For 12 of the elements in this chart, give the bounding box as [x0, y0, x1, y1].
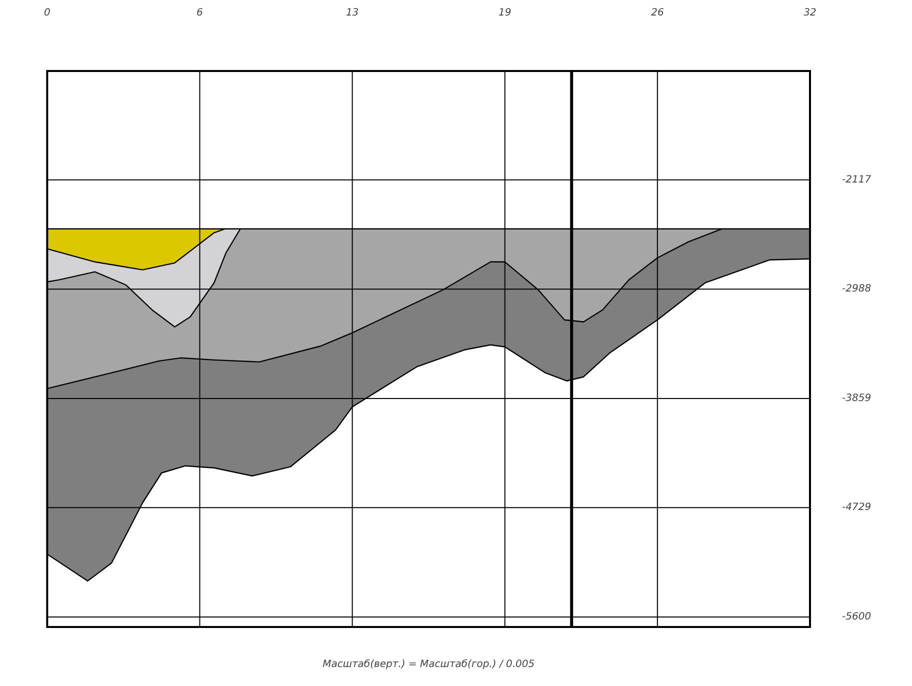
x-tick-label: 26 — [651, 8, 664, 19]
x-tick-label: 13 — [346, 8, 359, 19]
x-tick-label: 0 — [44, 8, 50, 19]
y-tick-label: -4729 — [842, 502, 872, 514]
y-tick-label: -2117 — [842, 174, 872, 186]
x-tick-label: 32 — [804, 8, 816, 19]
text: Масштаб(верт.) = Масштаб(гор.) / 0.005 — [322, 659, 535, 670]
y-tick-label: -2988 — [842, 284, 872, 295]
x-tick-label: 6 — [196, 8, 203, 19]
x-tick-label: 19 — [498, 8, 512, 19]
y-tick-label: -3859 — [842, 393, 872, 404]
y-tick-label: -5600 — [842, 612, 872, 623]
